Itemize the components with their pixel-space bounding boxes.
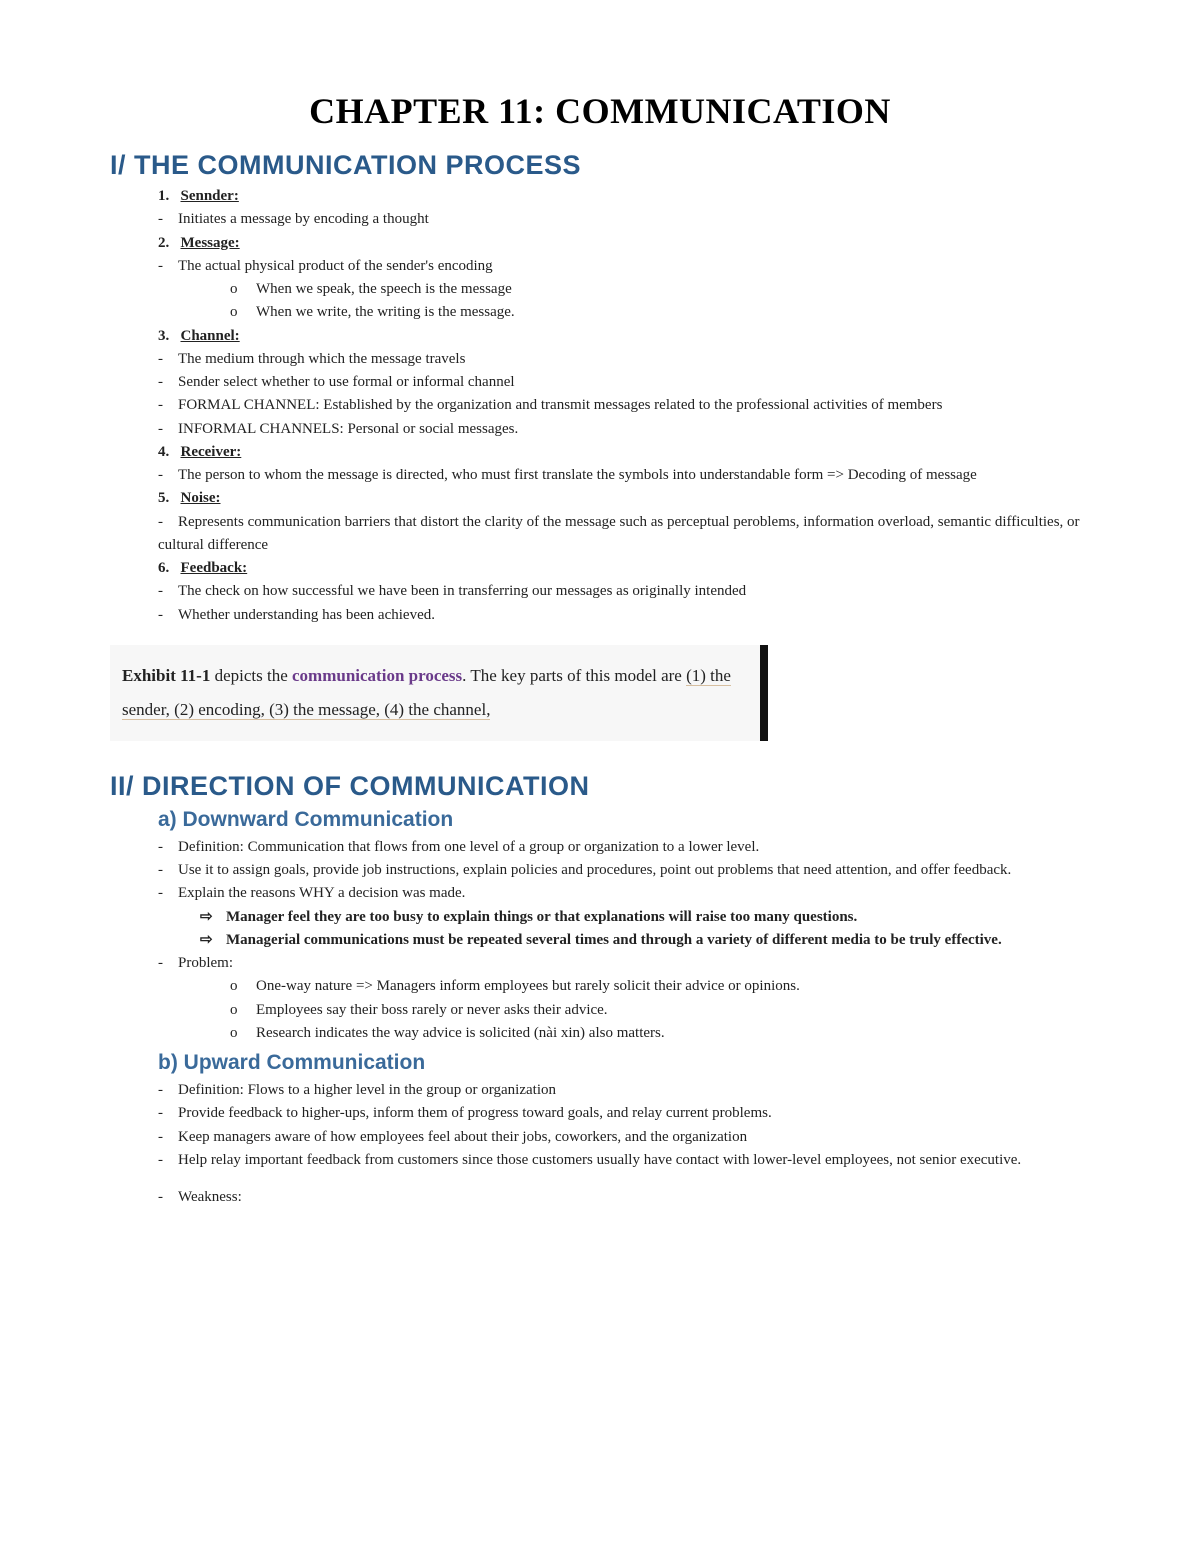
text: Definition: Communication that flows fro… [178,839,759,855]
num: 6. [158,560,169,576]
sub-bullet: oWhen we speak, the speech is the messag… [230,278,1090,301]
text: Help relay important feedback from custo… [178,1152,1021,1168]
text: FORMAL CHANNEL: Established by the organ… [178,397,942,413]
text: The actual physical product of the sende… [178,258,493,274]
bullet: -Sender select whether to use formal or … [158,371,1090,394]
text: When we speak, the speech is the message [256,281,512,297]
text: The check on how successful we have been… [178,583,746,599]
term: Channel: [181,328,240,344]
section-2-heading: II/ DIRECTION OF COMMUNICATION [110,771,1090,802]
text: The medium through which the message tra… [178,351,465,367]
item: 6. Feedback: [158,557,1090,580]
text: Use it to assign goals, provide job inst… [178,862,1011,878]
subsection-b-heading: b) Upward Communication [158,1051,1090,1075]
bullet: -Keep managers aware of how employees fe… [158,1126,1090,1149]
bullet: -Represents communication barriers that … [158,511,1090,558]
item: 1. Sennder: [158,185,1090,208]
text: . The key parts of this model are [462,666,686,685]
text: Managerial communications must be repeat… [226,932,1002,948]
text: Provide feedback to higher-ups, inform t… [178,1105,772,1121]
bullet: -Problem: [158,952,1090,975]
bullet: -INFORMAL CHANNELS: Personal or social m… [158,418,1090,441]
text: Whether understanding has been achieved. [178,607,435,623]
text: Represents communication barriers that d… [158,514,1080,553]
bullet: -Use it to assign goals, provide job ins… [158,859,1090,882]
text: When we write, the writing is the messag… [256,304,515,320]
sub-bullet: oResearch indicates the way advice is so… [230,1022,1090,1045]
bullet: -Initiates a message by encoding a thoug… [158,208,1090,231]
bullet: -The person to whom the message is direc… [158,464,1090,487]
num: 4. [158,444,169,460]
num: 1. [158,188,169,204]
bullet: -FORMAL CHANNEL: Established by the orga… [158,394,1090,417]
text: Keep managers aware of how employees fee… [178,1129,747,1145]
bullet: -Help relay important feedback from cust… [158,1149,1090,1172]
sub-bullet: oEmployees say their boss rarely or neve… [230,999,1090,1022]
bullet: -Definition: Flows to a higher level in … [158,1079,1090,1102]
term: Feedback: [181,560,248,576]
num: 3. [158,328,169,344]
chapter-title: CHAPTER 11: COMMUNICATION [110,90,1090,132]
text: Definition: Flows to a higher level in t… [178,1082,556,1098]
item: 4. Receiver: [158,441,1090,464]
num: 2. [158,235,169,251]
bullet: -The check on how successful we have bee… [158,580,1090,603]
exhibit-box: Exhibit 11-1 depicts the communication p… [110,645,768,741]
bullet: -Weakness: [158,1186,1090,1209]
text: INFORMAL CHANNELS: Personal or social me… [178,421,518,437]
item: 2. Message: [158,232,1090,255]
bullet: -Definition: Communication that flows fr… [158,836,1090,859]
text: One-way nature => Managers inform employ… [256,978,800,994]
text: Problem: [178,955,233,971]
bullet: -The actual physical product of the send… [158,255,1090,278]
text: Explain the reasons WHY a decision was m… [178,885,465,901]
term: Message: [181,235,240,251]
bullet: -Explain the reasons WHY a decision was … [158,882,1090,905]
num: 5. [158,490,169,506]
text: depicts the [210,666,292,685]
section-1-heading: I/ THE COMMUNICATION PROCESS [110,150,1090,181]
exhibit-label: Exhibit 11-1 [122,666,210,685]
arrow-bullet: ⇨Manager feel they are too busy to expla… [200,906,1090,929]
sub-bullet: oWhen we write, the writing is the messa… [230,301,1090,324]
arrow-bullet: ⇨Managerial communications must be repea… [200,929,1090,952]
sub-bullet: oOne-way nature => Managers inform emplo… [230,975,1090,998]
text: Research indicates the way advice is sol… [256,1025,665,1041]
subsection-a-heading: a) Downward Communication [158,808,1090,832]
term: Noise: [181,490,221,506]
text: Weakness: [178,1189,242,1205]
bullet: -Whether understanding has been achieved… [158,604,1090,627]
text: Employees say their boss rarely or never… [256,1002,608,1018]
term: Sennder: [181,188,239,204]
text: Manager feel they are too busy to explai… [226,909,857,925]
item: 5. Noise: [158,487,1090,510]
term: Receiver: [181,444,242,460]
item: 3. Channel: [158,325,1090,348]
bullet: -The medium through which the message tr… [158,348,1090,371]
bullet: -Provide feedback to higher-ups, inform … [158,1102,1090,1125]
text: The person to whom the message is direct… [178,467,977,483]
keyword: communication process [292,666,462,685]
text: Initiates a message by encoding a though… [178,211,429,227]
text: Sender select whether to use formal or i… [178,374,515,390]
